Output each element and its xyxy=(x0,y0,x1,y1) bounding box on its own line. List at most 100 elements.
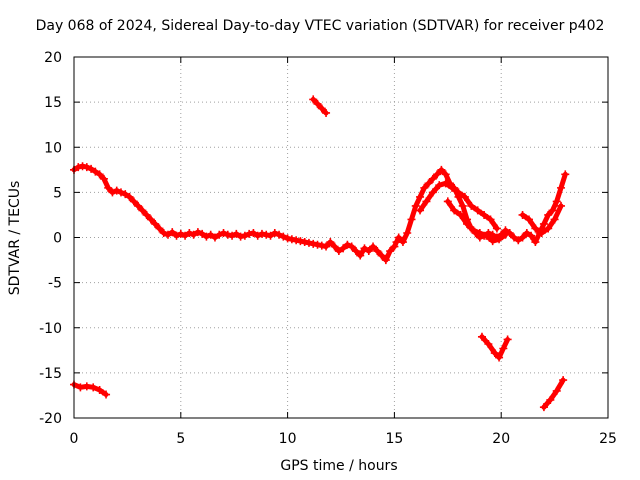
data-point xyxy=(317,104,326,113)
data-point xyxy=(151,219,160,228)
x-tick-label: 10 xyxy=(279,431,297,447)
data-point xyxy=(557,201,566,210)
series-left-bottom-segment xyxy=(70,380,111,399)
data-point xyxy=(428,174,437,183)
data-point xyxy=(467,201,476,210)
data-point xyxy=(424,179,433,188)
data-point xyxy=(82,163,91,172)
data-point xyxy=(456,210,465,219)
y-tick-label: -5 xyxy=(48,276,62,292)
data-point xyxy=(552,197,561,206)
data-point xyxy=(537,228,546,237)
data-point xyxy=(189,230,198,239)
series-mid-v-segment xyxy=(477,332,512,362)
data-point xyxy=(210,233,219,242)
data-point xyxy=(138,206,147,215)
series-main-track xyxy=(70,162,570,265)
axis-ticks: 0 5 10 15 20 25 -20 -15 -10 -5 0 5 10 15 20 xyxy=(39,50,617,447)
data-point xyxy=(82,382,91,391)
data-point xyxy=(490,349,499,358)
data-point xyxy=(172,231,181,240)
data-point xyxy=(198,229,207,238)
x-tick-label: 25 xyxy=(599,431,617,447)
data-point xyxy=(89,383,98,392)
chart-title: Day 068 of 2024, Sidereal Day-to-day VTE… xyxy=(35,18,605,34)
data-point xyxy=(322,242,331,251)
data-point xyxy=(386,247,395,256)
data-point xyxy=(334,247,343,256)
data-point xyxy=(76,383,85,392)
data-point xyxy=(373,247,382,256)
data-point xyxy=(279,232,288,241)
data-point xyxy=(539,219,548,228)
data-point xyxy=(257,229,266,238)
data-point xyxy=(249,228,258,237)
data-point xyxy=(253,231,262,240)
data-point xyxy=(95,386,104,395)
data-point xyxy=(416,192,425,201)
data-point xyxy=(300,238,309,247)
data-point xyxy=(390,242,399,251)
y-tick-label: 10 xyxy=(44,140,62,156)
data-point xyxy=(313,99,322,108)
data-point xyxy=(356,251,365,260)
data-point xyxy=(309,239,318,248)
data-point xyxy=(503,335,512,344)
data-point xyxy=(287,235,296,244)
data-point xyxy=(518,233,527,242)
y-tick-label: -15 xyxy=(39,366,62,382)
data-point xyxy=(531,238,540,247)
data-point xyxy=(544,210,553,219)
data-point xyxy=(215,230,224,239)
data-point xyxy=(463,219,472,228)
data-point xyxy=(339,244,348,253)
data-point xyxy=(495,235,504,244)
data-point xyxy=(112,186,121,195)
data-point xyxy=(146,215,155,224)
data-point xyxy=(398,238,407,247)
data-point xyxy=(475,228,484,237)
data-point xyxy=(394,233,403,242)
data-point xyxy=(99,174,108,183)
data-point xyxy=(193,228,202,237)
data-point xyxy=(245,229,254,238)
data-point xyxy=(527,231,536,240)
data-point xyxy=(369,242,378,251)
data-point xyxy=(550,215,559,224)
y-tick-label: -20 xyxy=(39,411,62,427)
data-point xyxy=(437,165,446,174)
data-point xyxy=(330,242,339,251)
data-point xyxy=(270,228,279,237)
data-point xyxy=(142,210,151,219)
data-point xyxy=(381,256,390,265)
data-point xyxy=(552,386,561,395)
data-point xyxy=(561,170,570,179)
data-point xyxy=(351,247,360,256)
data-point xyxy=(482,231,491,240)
series-right-branch xyxy=(518,201,566,237)
data-point xyxy=(262,230,271,239)
data-point xyxy=(283,234,292,243)
data-point xyxy=(104,183,113,192)
data-point xyxy=(87,164,96,173)
data-point xyxy=(181,231,190,240)
data-point xyxy=(223,230,232,239)
data-point xyxy=(159,228,168,237)
data-point xyxy=(531,224,540,233)
x-tick-label: 0 xyxy=(70,431,79,447)
data-point xyxy=(443,197,452,206)
data-point xyxy=(134,201,143,210)
series-lower-branch xyxy=(443,197,510,246)
data-point xyxy=(407,215,416,224)
data-point xyxy=(347,242,356,251)
y-tick-label: 5 xyxy=(53,185,62,201)
data-point xyxy=(469,226,478,235)
data-point xyxy=(546,395,555,404)
data-point xyxy=(480,210,489,219)
data-point xyxy=(428,188,437,197)
data-point xyxy=(185,228,194,237)
data-point xyxy=(74,163,83,172)
data-point xyxy=(129,197,138,206)
data-point xyxy=(202,232,211,241)
data-point xyxy=(544,224,553,233)
